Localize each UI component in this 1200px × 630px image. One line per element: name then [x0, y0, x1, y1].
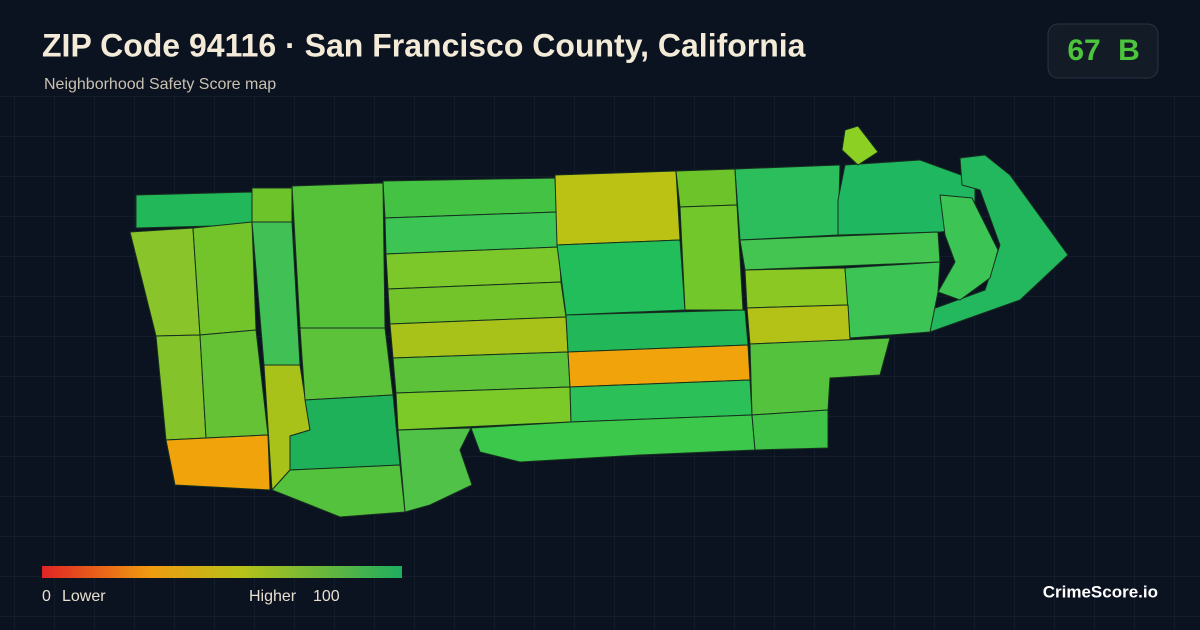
legend-min: 0 [42, 588, 51, 605]
map-region [165, 434, 271, 491]
legend-gradient [42, 566, 402, 578]
brand: CrimeScore.io [1043, 582, 1158, 601]
map-region [392, 351, 571, 394]
map-region [841, 125, 879, 166]
map-region [470, 414, 756, 463]
map-region [299, 327, 394, 401]
map-region [251, 187, 293, 223]
legend-min-label: Lower [62, 588, 106, 605]
map-region [556, 239, 686, 316]
legend-max: 100 [313, 588, 340, 605]
map-region [291, 182, 386, 329]
map-region [746, 304, 851, 345]
subtitle: Neighborhood Safety Score map [44, 76, 276, 93]
grade: B [1118, 34, 1140, 67]
map-region [135, 191, 253, 229]
map-region [199, 329, 269, 439]
map-region [397, 427, 473, 513]
map-region [744, 267, 849, 309]
legend-max-label: Higher [249, 588, 297, 605]
map-region [554, 170, 681, 246]
map-region [679, 204, 744, 311]
score: 67 [1067, 34, 1100, 67]
map-region [844, 261, 941, 339]
map-region [382, 177, 558, 219]
map-region [937, 194, 999, 301]
map-region [675, 168, 738, 208]
score-badge [1047, 23, 1159, 79]
map-region [289, 394, 401, 471]
map-region [734, 164, 841, 241]
map-region [192, 221, 257, 336]
title: ZIP Code 94116 · San Francisco County, C… [42, 27, 806, 63]
map-region [389, 316, 569, 359]
map-region [751, 409, 829, 451]
map-region [271, 464, 406, 518]
map [129, 125, 1069, 518]
